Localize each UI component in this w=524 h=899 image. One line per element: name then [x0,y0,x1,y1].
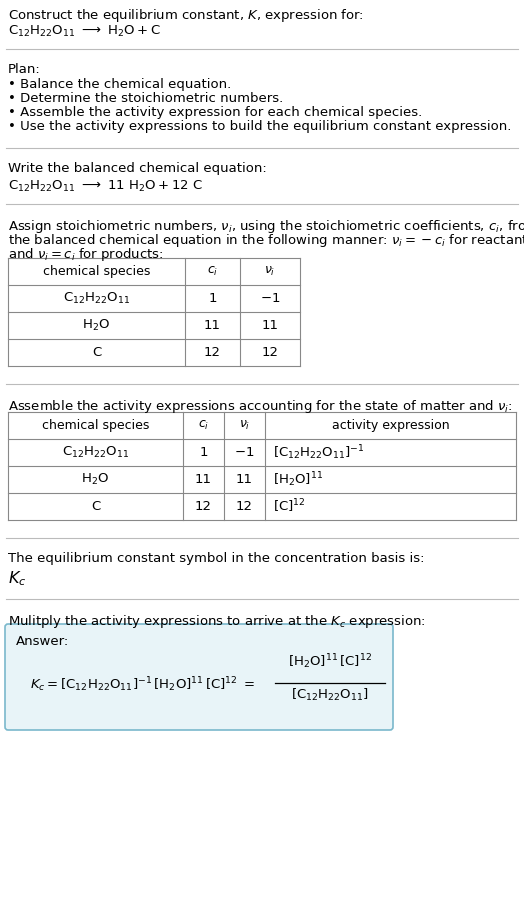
Text: Assign stoichiometric numbers, $\nu_i$, using the stoichiometric coefficients, $: Assign stoichiometric numbers, $\nu_i$, … [8,218,524,235]
Text: 11: 11 [204,319,221,332]
Text: $[\mathrm{C}]^{12}$: $[\mathrm{C}]^{12}$ [273,498,305,515]
Text: $[\mathrm{H_2O}]^{11}\,[\mathrm{C}]^{12}$: $[\mathrm{H_2O}]^{11}\,[\mathrm{C}]^{12}… [288,653,372,671]
Text: $\mathrm{C_{12}H_{22}O_{11}}$: $\mathrm{C_{12}H_{22}O_{11}}$ [63,291,130,306]
FancyBboxPatch shape [5,624,393,730]
Text: Plan:: Plan: [8,63,41,76]
Text: $-1$: $-1$ [260,292,280,305]
Text: $\mathrm{C_{12}H_{22}O_{11}}$: $\mathrm{C_{12}H_{22}O_{11}}$ [62,445,129,460]
Text: 11: 11 [236,473,253,486]
Text: • Determine the stoichiometric numbers.: • Determine the stoichiometric numbers. [8,92,283,105]
Text: 12: 12 [236,500,253,513]
Text: 11: 11 [261,319,278,332]
Text: C: C [91,500,100,513]
Text: Mulitply the activity expressions to arrive at the $K_c$ expression:: Mulitply the activity expressions to arr… [8,613,426,630]
Text: C: C [92,346,101,359]
Text: $K_c = [\mathrm{C_{12}H_{22}O_{11}}]^{-1}\,[\mathrm{H_2O}]^{11}\,[\mathrm{C}]^{1: $K_c = [\mathrm{C_{12}H_{22}O_{11}}]^{-1… [30,676,255,694]
Text: • Use the activity expressions to build the equilibrium constant expression.: • Use the activity expressions to build … [8,120,511,133]
Text: $-1$: $-1$ [234,446,255,459]
Text: $[\mathrm{C_{12}H_{22}O_{11}}]$: $[\mathrm{C_{12}H_{22}O_{11}}]$ [291,687,369,703]
Text: $c_i$: $c_i$ [207,265,218,278]
Text: • Balance the chemical equation.: • Balance the chemical equation. [8,78,231,91]
Text: activity expression: activity expression [332,419,449,432]
Text: Construct the equilibrium constant, $K$, expression for:: Construct the equilibrium constant, $K$,… [8,7,364,24]
Text: $[\mathrm{C_{12}H_{22}O_{11}}]^{-1}$: $[\mathrm{C_{12}H_{22}O_{11}}]^{-1}$ [273,443,365,462]
Text: $c_i$: $c_i$ [198,419,209,432]
Text: Assemble the activity expressions accounting for the state of matter and $\nu_i$: Assemble the activity expressions accoun… [8,398,512,415]
Text: The equilibrium constant symbol in the concentration basis is:: The equilibrium constant symbol in the c… [8,552,424,565]
Text: Write the balanced chemical equation:: Write the balanced chemical equation: [8,162,267,175]
Text: • Assemble the activity expression for each chemical species.: • Assemble the activity expression for e… [8,106,422,119]
Text: $\mathrm{H_2O}$: $\mathrm{H_2O}$ [81,472,110,487]
Text: $\nu_i$: $\nu_i$ [239,419,250,432]
Text: 1: 1 [208,292,217,305]
Text: chemical species: chemical species [42,419,149,432]
Text: 1: 1 [199,446,208,459]
Text: the balanced chemical equation in the following manner: $\nu_i = -c_i$ for react: the balanced chemical equation in the fo… [8,232,524,249]
Text: chemical species: chemical species [43,265,150,278]
Text: $\mathrm{H_2O}$: $\mathrm{H_2O}$ [82,318,111,333]
Text: 12: 12 [204,346,221,359]
Text: $\nu_i$: $\nu_i$ [264,265,276,278]
Text: 12: 12 [261,346,278,359]
Text: Answer:: Answer: [16,635,69,648]
Text: 12: 12 [195,500,212,513]
Text: $[\mathrm{H_2O}]^{11}$: $[\mathrm{H_2O}]^{11}$ [273,470,323,489]
Text: $\mathrm{C_{12}H_{22}O_{11}}\ \longrightarrow\ \mathrm{H_2O + C}$: $\mathrm{C_{12}H_{22}O_{11}}\ \longright… [8,24,161,39]
Text: 11: 11 [195,473,212,486]
Text: and $\nu_i = c_i$ for products:: and $\nu_i = c_i$ for products: [8,246,163,263]
Text: $\mathrm{C_{12}H_{22}O_{11}}\ \longrightarrow\ 11\ \mathrm{H_2O} + 12\ \mathrm{C: $\mathrm{C_{12}H_{22}O_{11}}\ \longright… [8,179,203,194]
Text: $K_c$: $K_c$ [8,569,26,588]
